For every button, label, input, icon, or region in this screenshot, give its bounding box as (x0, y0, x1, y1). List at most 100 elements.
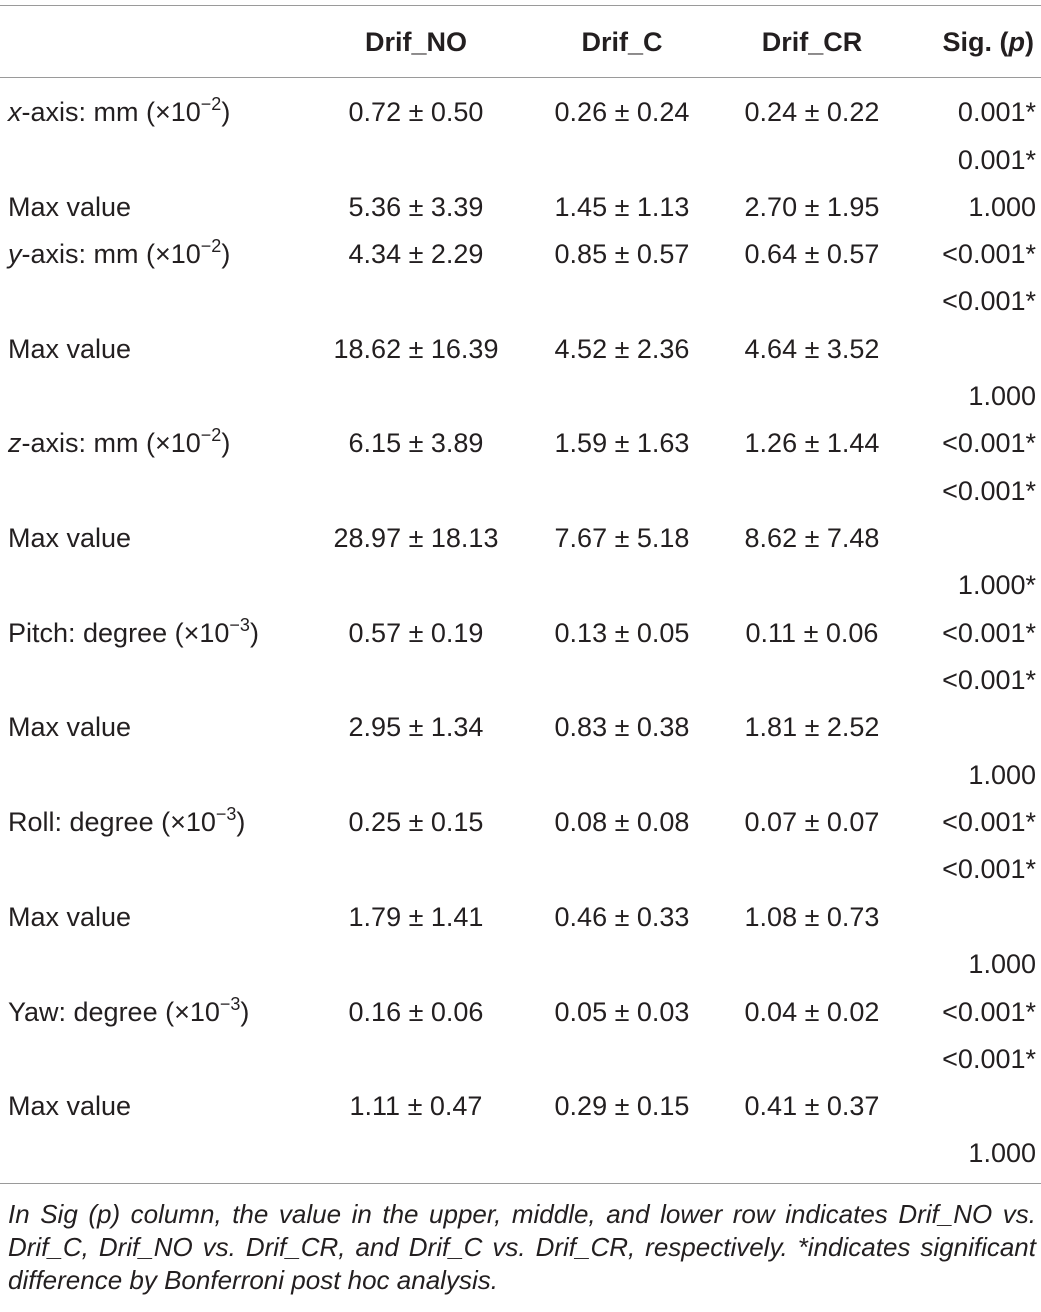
cell-sig: 0.001* (957, 145, 1036, 175)
cell-label: Max value (8, 192, 132, 222)
label-var: y (8, 239, 22, 269)
label-text: -axis: mm (×10 (21, 97, 201, 127)
cell-drif-no (316, 1129, 516, 1177)
cell-drif-no (316, 940, 516, 988)
row-label-yaw: Yaw: degree (×10−3) (8, 988, 249, 1036)
cell-sig: <0.001* (942, 239, 1036, 269)
cell-label: Max value (8, 523, 132, 553)
table-row: <0.001* (0, 467, 1041, 515)
cell-sig: <0.001* (942, 665, 1036, 695)
cell-drif-c (522, 656, 722, 704)
label-close: ) (240, 997, 250, 1027)
cell-drif-c: 0.26 ± 0.24 (554, 97, 690, 127)
cell-drif-c (522, 940, 722, 988)
cell-label: Max value (8, 902, 132, 932)
cell-drif-cr: 0.04 ± 0.02 (744, 997, 880, 1027)
label-exponent: −2 (200, 94, 222, 114)
cell-drif-cr: 1.26 ± 1.44 (744, 428, 880, 458)
cell-drif-cr: 4.64 ± 3.52 (744, 334, 880, 364)
table-row: Max value 2.95 ± 1.34 0.83 ± 0.38 1.81 ±… (0, 703, 1041, 751)
cell-drif-c (522, 1035, 722, 1083)
label-close: ) (221, 428, 231, 458)
cell-sig: 1.000 (968, 760, 1036, 790)
label-exponent: −2 (200, 425, 222, 445)
cell-sig: <0.001* (942, 1044, 1036, 1074)
cell-drif-cr: 0.64 ± 0.57 (744, 239, 880, 269)
table-row: x-axis: mm (×10−2) 0.72 ± 0.50 0.26 ± 0.… (0, 88, 1041, 136)
cell-sig (834, 1082, 1036, 1130)
table-row: <0.001* (0, 1035, 1041, 1083)
row-label-pitch: Pitch: degree (×10−3) (8, 609, 259, 657)
cell-drif-c: 0.05 ± 0.03 (554, 997, 690, 1027)
cell-sig: <0.001* (942, 807, 1036, 837)
table-row: 1.000 (0, 1129, 1041, 1177)
row-label-x-axis: x-axis: mm (×10−2) (8, 88, 230, 136)
table-row: Max value 5.36 ± 3.39 1.45 ± 1.13 2.70 ±… (0, 183, 1041, 231)
cell-sig: 1.000 (968, 192, 1036, 222)
cell-drif-c (522, 751, 722, 799)
cell-drif-c: 0.08 ± 0.08 (554, 807, 690, 837)
table-row: <0.001* (0, 845, 1041, 893)
cell-drif-c: 1.59 ± 1.63 (554, 428, 690, 458)
table-row: Max value 1.11 ± 0.47 0.29 ± 0.15 0.41 ±… (0, 1082, 1041, 1130)
row-label-z-axis: z-axis: mm (×10−2) (8, 419, 230, 467)
header-drif-cr: Drif_CR (761, 27, 863, 57)
table-row: y-axis: mm (×10−2) 4.34 ± 2.29 0.85 ± 0.… (0, 230, 1041, 278)
header-sig-var: p (1008, 27, 1026, 57)
cell-drif-no (316, 656, 516, 704)
label-exponent: −3 (229, 615, 250, 635)
cell-drif-c (522, 277, 722, 325)
cell-drif-c (522, 845, 722, 893)
label-exponent: −3 (219, 994, 241, 1014)
cell-drif-cr: 0.11 ± 0.06 (745, 618, 879, 648)
cell-drif-no: 0.72 ± 0.50 (348, 97, 484, 127)
cell-drif-no: 4.34 ± 2.29 (348, 239, 484, 269)
table-row: 1.000 (0, 751, 1041, 799)
label-text: -axis: mm (×10 (21, 239, 201, 269)
table-row: Pitch: degree (×10−3) 0.57 ± 0.19 0.13 ±… (0, 609, 1041, 657)
label-exponent: −3 (215, 804, 237, 824)
cell-drif-no (316, 1035, 516, 1083)
cell-drif-c (522, 561, 722, 609)
table-row: 0.001* (0, 136, 1041, 184)
cell-drif-c (522, 372, 722, 420)
cell-sig: <0.001* (942, 997, 1036, 1027)
label-text: -axis: mm (×10 (21, 428, 201, 458)
header-drif-no: Drif_NO (364, 27, 467, 57)
table-row: Max value 18.62 ± 16.39 4.52 ± 2.36 4.64… (0, 325, 1041, 373)
table-row: z-axis: mm (×10−2) 6.15 ± 3.89 1.59 ± 1.… (0, 419, 1041, 467)
label-var: z (8, 428, 22, 458)
cell-sig: 1.000 (968, 1138, 1036, 1168)
cell-drif-c: 4.52 ± 2.36 (554, 334, 690, 364)
label-text: Yaw: degree (×10 (8, 997, 220, 1027)
cell-drif-no: 28.97 ± 18.13 (333, 523, 499, 553)
cell-sig (834, 893, 1036, 941)
cell-drif-cr: 0.24 ± 0.22 (744, 97, 880, 127)
cell-drif-no: 1.11 ± 0.47 (349, 1091, 483, 1121)
cell-label: Max value (8, 334, 132, 364)
table-header-rule (0, 77, 1041, 78)
cell-label: Max value (8, 1091, 132, 1121)
cell-sig (834, 703, 1036, 751)
cell-drif-c (522, 467, 722, 515)
label-text: Pitch: degree (×10 (8, 618, 230, 648)
cell-sig: <0.001* (942, 618, 1036, 648)
cell-drif-no (316, 845, 516, 893)
table-row: Yaw: degree (×10−3) 0.16 ± 0.06 0.05 ± 0… (0, 988, 1041, 1036)
cell-drif-c: 0.85 ± 0.57 (554, 239, 690, 269)
cell-drif-c: 1.45 ± 1.13 (554, 192, 690, 222)
cell-drif-no (316, 751, 516, 799)
cell-drif-no (316, 561, 516, 609)
cell-sig: 0.001* (957, 97, 1036, 127)
cell-sig: <0.001* (942, 286, 1036, 316)
label-exponent: −2 (200, 236, 222, 256)
cell-drif-no: 0.16 ± 0.06 (348, 997, 484, 1027)
table-row: Roll: degree (×10−3) 0.25 ± 0.15 0.08 ± … (0, 798, 1041, 846)
table-row: Max value 28.97 ± 18.13 7.67 ± 5.18 8.62… (0, 514, 1041, 562)
label-close: ) (221, 239, 231, 269)
header-sig: Sig. (p) (834, 25, 1035, 59)
label-close: ) (221, 97, 231, 127)
label-close: ) (236, 807, 246, 837)
cell-drif-c (522, 1129, 722, 1177)
cell-drif-no: 2.95 ± 1.34 (348, 712, 484, 742)
